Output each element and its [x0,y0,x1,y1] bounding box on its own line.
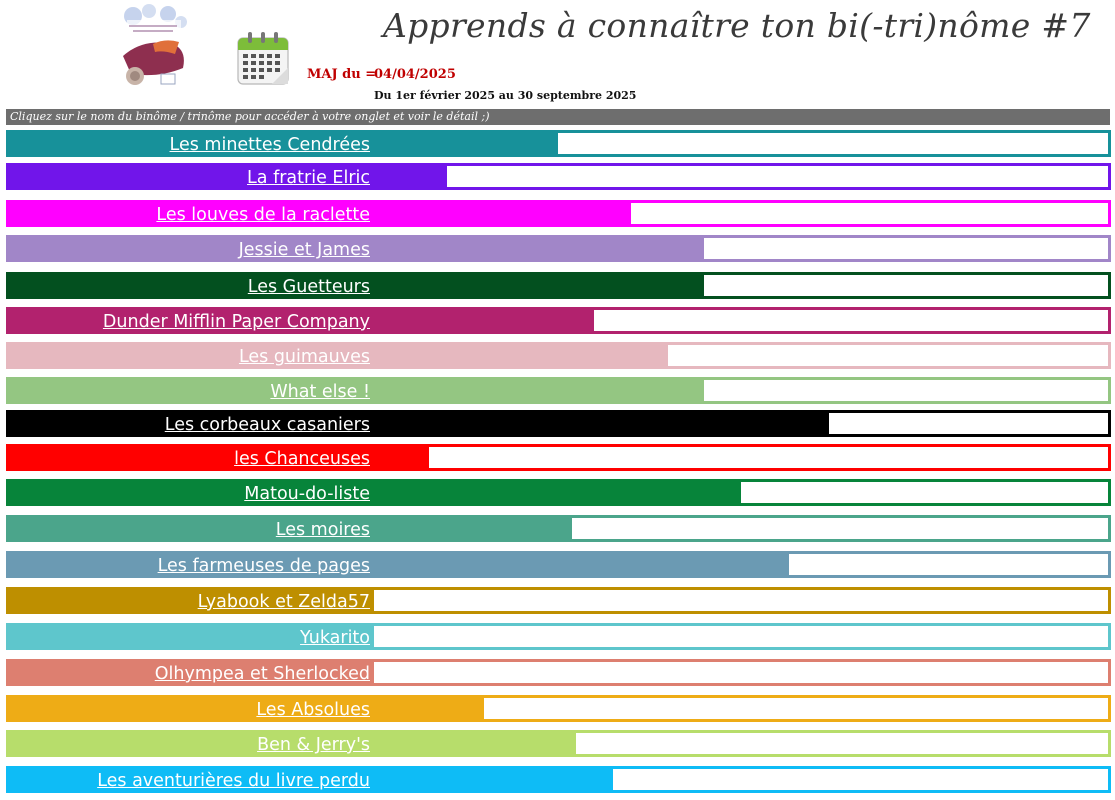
team-link[interactable]: Les moires [6,515,371,542]
team-row: La fratrie Elric [6,163,1111,190]
team-row: Dunder Mifflin Paper Company [6,307,1111,334]
page-title: Apprends à connaître ton bi(-tri)nôme #7 [383,6,1091,45]
progress-fill [374,554,789,575]
team-link[interactable]: La fratrie Elric [6,163,371,190]
progress-bar [371,307,1111,334]
progress-fill [374,447,430,468]
progress-fill [374,345,668,366]
progress-fill [374,380,705,401]
progress-fill [374,133,558,154]
progress-bar [371,163,1111,190]
instruction-banner: Cliquez sur le nom du binôme / trinôme p… [6,109,1110,125]
progress-bar [371,444,1111,471]
progress-bar [371,410,1111,437]
team-row: Les moires [6,515,1111,542]
team-row: Les guimauves [6,342,1111,369]
team-row: Olhympea et Sherlocked [6,659,1111,686]
progress-bar [371,515,1111,542]
progress-bar [371,551,1111,578]
team-link[interactable]: Olhympea et Sherlocked [6,659,371,686]
team-row: Jessie et James [6,235,1111,262]
progress-fill [374,275,705,296]
team-row: Les Absolues [6,695,1111,722]
team-link[interactable]: Yukarito [6,623,371,650]
team-link[interactable]: Les guimauves [6,342,371,369]
calendar-icon [237,32,289,85]
progress-fill [374,698,485,719]
progress-bar [371,766,1111,793]
progress-fill [374,518,573,539]
period-text: Du 1er février 2025 au 30 septembre 2025 [374,89,637,102]
progress-fill [374,733,576,754]
team-link[interactable]: What else ! [6,377,371,404]
team-link[interactable]: Les aventurières du livre perdu [6,766,371,793]
progress-bar [371,479,1111,506]
team-link[interactable]: Matou-do-liste [6,479,371,506]
team-row: Les farmeuses de pages [6,551,1111,578]
progress-fill [374,203,631,224]
team-row: Les Guetteurs [6,272,1111,299]
progress-bar [371,659,1111,686]
team-row: Matou-do-liste [6,479,1111,506]
team-link[interactable]: Les Guetteurs [6,272,371,299]
progress-bar [371,377,1111,404]
progress-bar [371,623,1111,650]
progress-fill [374,482,741,503]
team-row: Lyabook et Zelda57 [6,587,1111,614]
progress-fill [374,769,613,790]
update-date: 04/04/2025 [374,67,456,82]
team-link[interactable]: Jessie et James [6,235,371,262]
team-link[interactable]: Lyabook et Zelda57 [6,587,371,614]
team-row: What else ! [6,377,1111,404]
progress-bar [371,587,1111,614]
progress-fill [374,310,595,331]
progress-bar [371,342,1111,369]
progress-bar [371,272,1111,299]
book-club-logo-icon [123,4,187,85]
team-link[interactable]: Les corbeaux casaniers [6,410,371,437]
progress-fill [374,238,705,259]
team-row: les Chanceuses [6,444,1111,471]
team-row: Yukarito [6,623,1111,650]
team-link[interactable]: Dunder Mifflin Paper Company [6,307,371,334]
team-row: Les corbeaux casaniers [6,410,1111,437]
team-link[interactable]: Les farmeuses de pages [6,551,371,578]
progress-fill [374,166,448,187]
team-link[interactable]: les Chanceuses [6,444,371,471]
progress-bar [371,200,1111,227]
team-link[interactable]: Ben & Jerry's [6,730,371,757]
team-row: Les aventurières du livre perdu [6,766,1111,793]
team-link[interactable]: Les minettes Cendrées [6,130,371,157]
team-row: Les minettes Cendrées [6,130,1111,157]
team-row: Les louves de la raclette [6,200,1111,227]
team-link[interactable]: Les louves de la raclette [6,200,371,227]
progress-bar [371,730,1111,757]
progress-bar [371,695,1111,722]
progress-fill [374,413,830,434]
update-label: MAJ du = [307,67,377,82]
progress-bar [371,235,1111,262]
team-row: Ben & Jerry's [6,730,1111,757]
team-link[interactable]: Les Absolues [6,695,371,722]
progress-bar [371,130,1111,157]
